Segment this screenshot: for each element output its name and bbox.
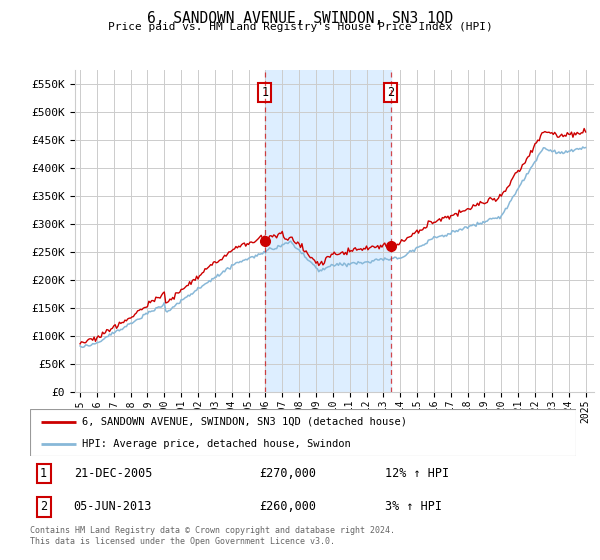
- Text: 2: 2: [387, 86, 394, 99]
- Text: 21-DEC-2005: 21-DEC-2005: [74, 467, 152, 480]
- Bar: [265, 70, 391, 392]
- Text: £260,000: £260,000: [259, 500, 316, 514]
- Text: 05-JUN-2013: 05-JUN-2013: [74, 500, 152, 514]
- Text: 1: 1: [262, 86, 268, 99]
- Text: 6, SANDOWN AVENUE, SWINDON, SN3 1QD: 6, SANDOWN AVENUE, SWINDON, SN3 1QD: [147, 11, 453, 26]
- Text: Contains HM Land Registry data © Crown copyright and database right 2024.
This d: Contains HM Land Registry data © Crown c…: [30, 526, 395, 546]
- Text: 12% ↑ HPI: 12% ↑ HPI: [385, 467, 449, 480]
- Text: 1: 1: [40, 467, 47, 480]
- Text: 6, SANDOWN AVENUE, SWINDON, SN3 1QD (detached house): 6, SANDOWN AVENUE, SWINDON, SN3 1QD (det…: [82, 417, 407, 427]
- Text: 2: 2: [40, 500, 47, 514]
- FancyBboxPatch shape: [30, 409, 576, 456]
- Text: 3% ↑ HPI: 3% ↑ HPI: [385, 500, 442, 514]
- Text: Price paid vs. HM Land Registry's House Price Index (HPI): Price paid vs. HM Land Registry's House …: [107, 22, 493, 32]
- Text: HPI: Average price, detached house, Swindon: HPI: Average price, detached house, Swin…: [82, 438, 350, 449]
- Text: £270,000: £270,000: [259, 467, 316, 480]
